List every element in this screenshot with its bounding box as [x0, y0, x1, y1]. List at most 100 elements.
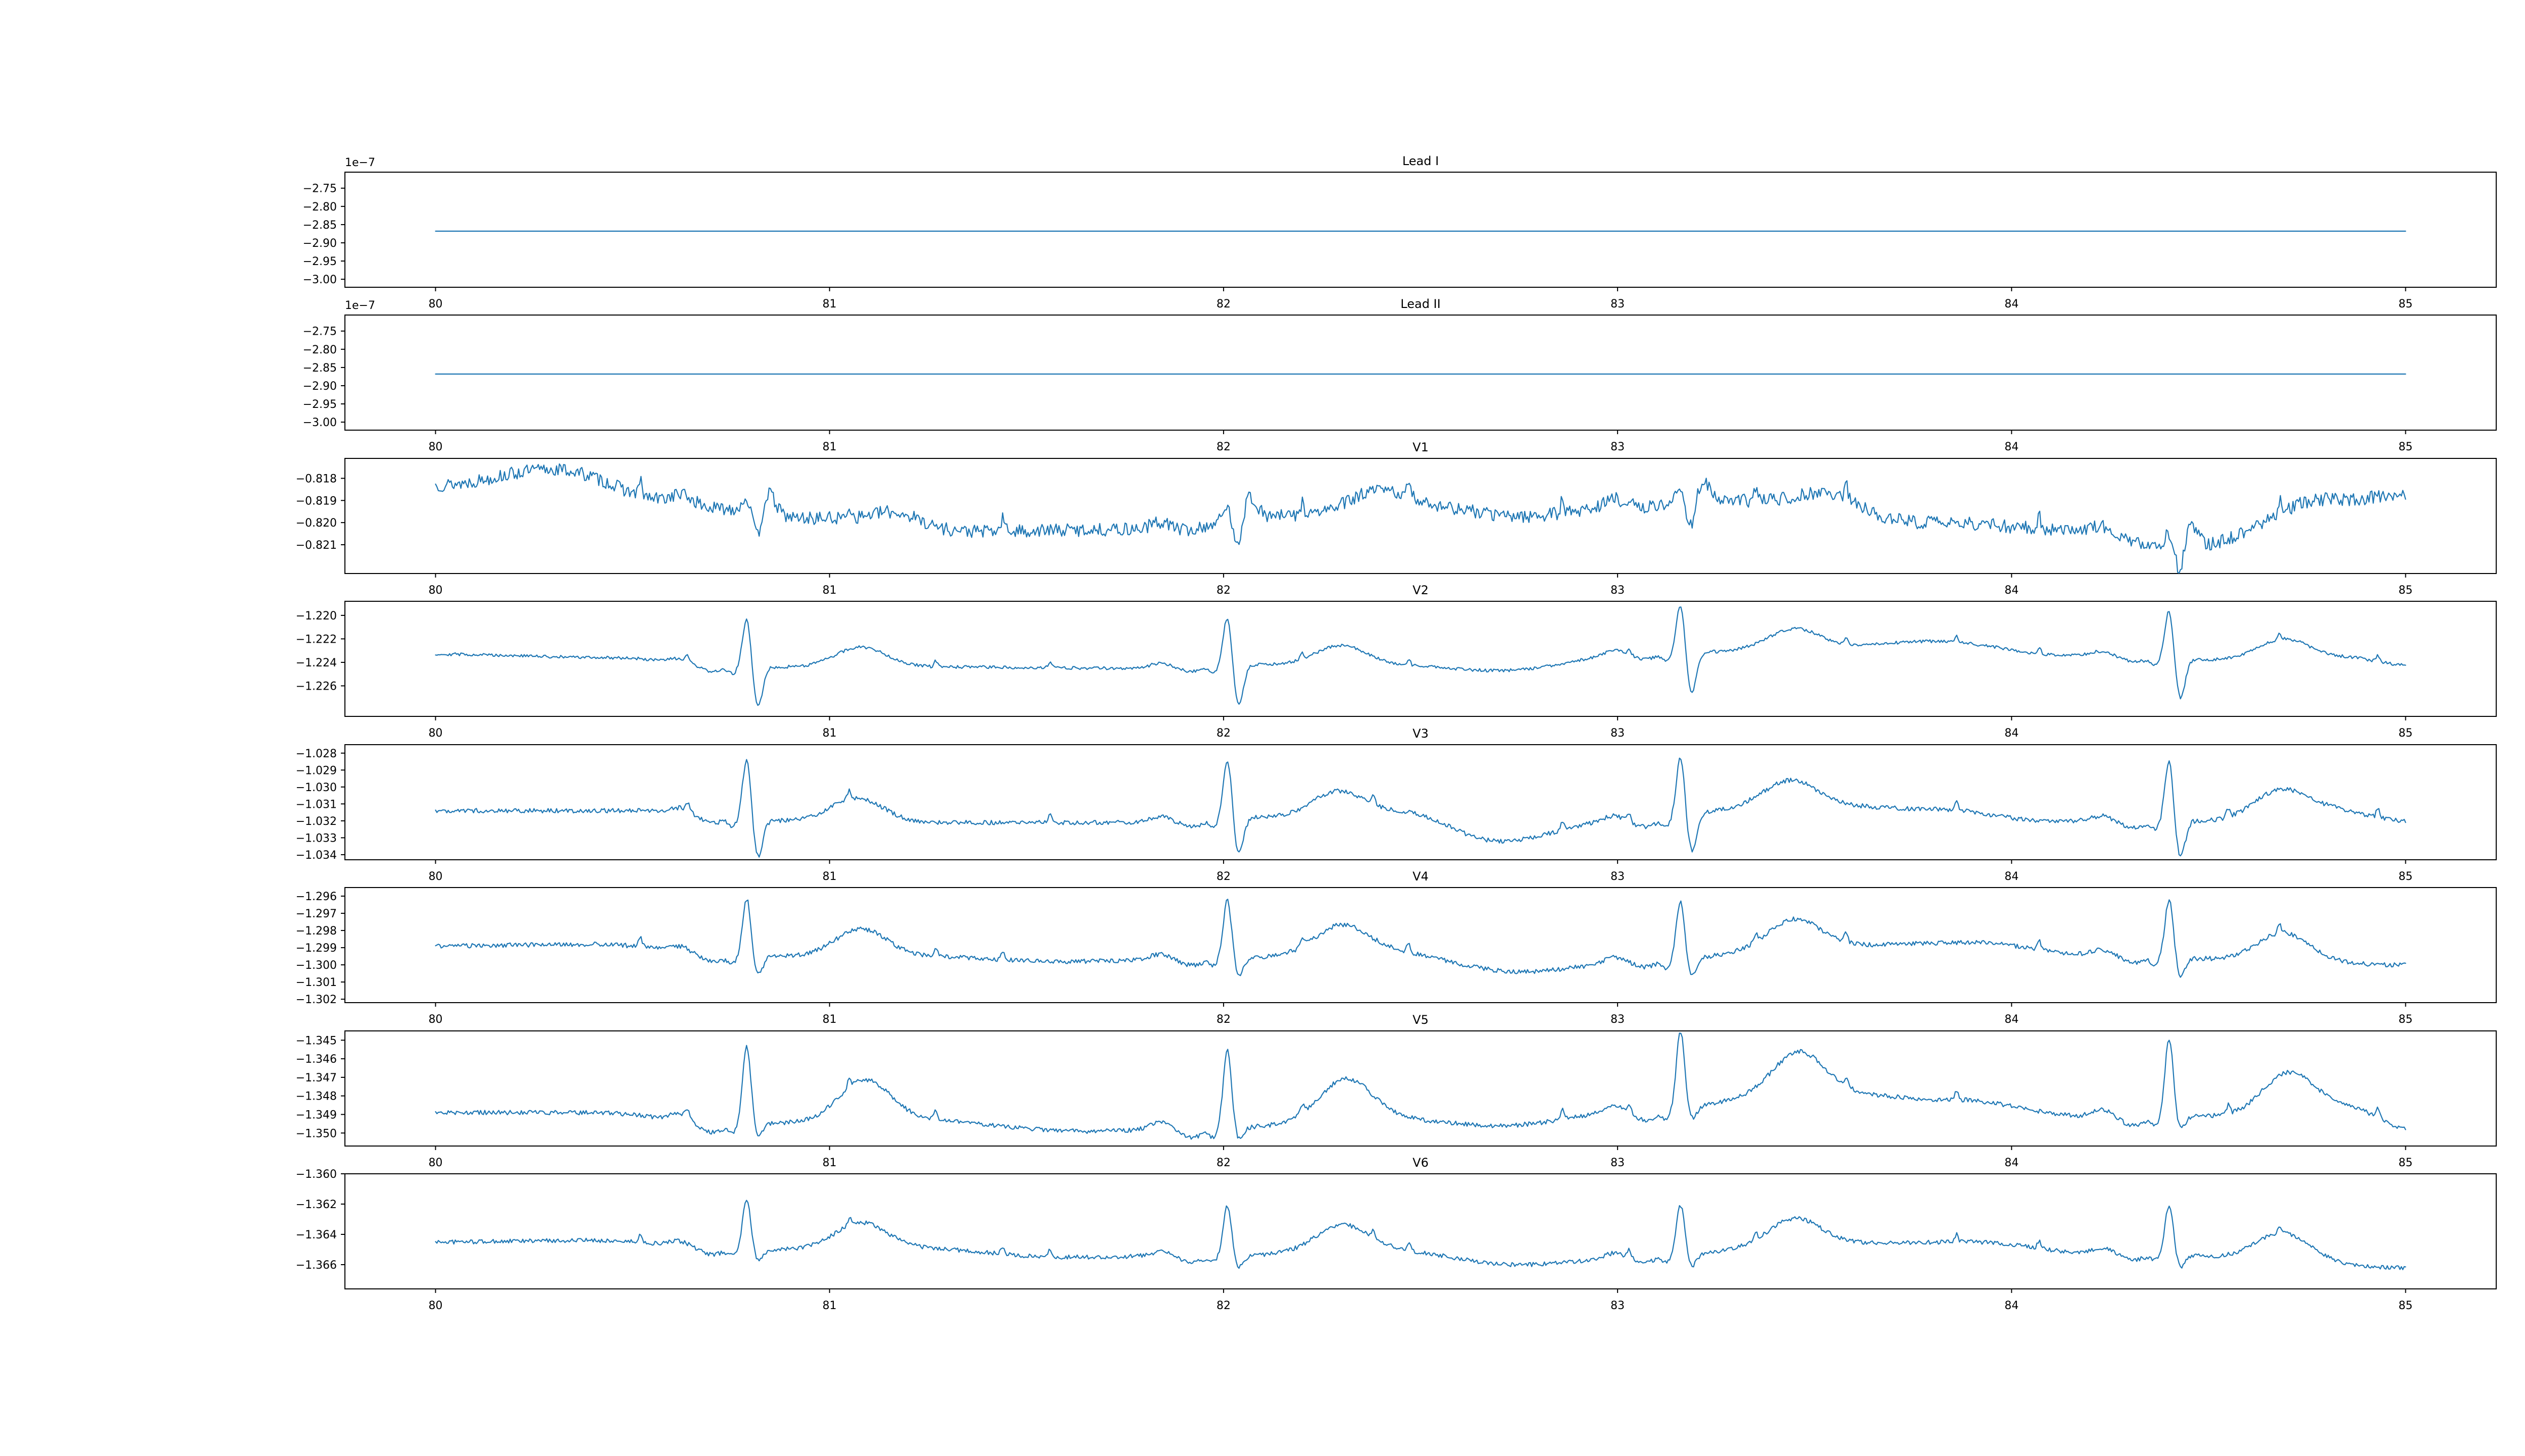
x-tick-label: 80 — [428, 727, 442, 740]
y-tick-label: −1.226 — [296, 681, 337, 693]
x-tick-label: 85 — [2399, 298, 2413, 310]
y-tick-label: −1.348 — [296, 1090, 337, 1103]
x-tick-label: 83 — [1610, 1013, 1625, 1026]
y-tick-label: −2.75 — [303, 183, 337, 195]
y-tick-label: −2.85 — [303, 219, 337, 232]
axes-box — [344, 887, 2497, 1003]
x-tick-label: 84 — [2004, 1299, 2018, 1312]
y-tick-label: −1.028 — [296, 748, 337, 760]
y-tick-label: −2.75 — [303, 326, 337, 338]
x-tick-label: 80 — [428, 1157, 442, 1169]
y-tick-label: −1.346 — [296, 1053, 337, 1066]
subplot-lead-i: Lead I 1e−7 −2.75 −2.80 −2.85 −2.90 −2.95 −3.00… — [303, 154, 2497, 310]
signal-trace-v2 — [435, 606, 2406, 706]
x-tick-label: 84 — [2004, 1157, 2018, 1169]
subplot-title-v1: V1 — [1412, 440, 1429, 454]
x-tick-label: 82 — [1217, 298, 1231, 310]
x-tick-label: 85 — [2399, 1013, 2413, 1026]
subplot-v5: V5 −1.345 −1.346 −1.347 −1.348 −1.349 −1.350 80… — [296, 1013, 2497, 1169]
y-tick-label: −0.820 — [296, 517, 337, 530]
y-tick-label: −1.347 — [296, 1072, 337, 1084]
axes-box — [344, 744, 2497, 860]
x-tick-label: 84 — [2004, 441, 2018, 453]
y-tick-label: −1.297 — [296, 908, 337, 920]
x-tick-label: 81 — [823, 1013, 837, 1026]
subplot-v2: V2 −1.220 −1.222 −1.224 −1.226 80 81 82 83 84 85 — [296, 583, 2497, 740]
y-tick-label: −1.033 — [296, 832, 337, 845]
x-tick-label: 81 — [823, 584, 837, 597]
y-tick-label: −1.296 — [296, 891, 337, 903]
y-tick-label: −1.360 — [296, 1168, 337, 1181]
y-tick-label: −1.032 — [296, 815, 337, 828]
x-tick-label: 83 — [1610, 870, 1625, 883]
subplot-title-v6: V6 — [1412, 1156, 1429, 1170]
x-tick-label: 80 — [428, 298, 442, 310]
x-tick-label: 81 — [823, 298, 837, 310]
signal-trace-v4 — [435, 899, 2406, 978]
x-tick-label: 85 — [2399, 584, 2413, 597]
signal-trace-v1 — [435, 463, 2406, 574]
x-tick-label: 80 — [428, 1013, 442, 1026]
y-tick-label: −0.818 — [296, 473, 337, 485]
subplot-title-lead-i: Lead I — [1402, 154, 1439, 168]
signal-trace-v6 — [435, 1200, 2406, 1270]
subplot-title-v2: V2 — [1412, 583, 1429, 597]
x-tick-label: 80 — [428, 870, 442, 883]
y-tick-label: −3.00 — [303, 417, 337, 429]
y-axis-offset-label: 1e−7 — [345, 299, 375, 312]
subplot-v1: V1 −0.818 −0.819 −0.820 −0.821 80 81 82 83 84 85 — [296, 440, 2497, 597]
x-tick-label: 82 — [1217, 1013, 1231, 1026]
signal-trace-v3 — [435, 757, 2406, 858]
y-tick-label: −1.222 — [296, 633, 337, 646]
x-tick-label: 84 — [2004, 1013, 2018, 1026]
y-tick-label: −1.366 — [296, 1259, 337, 1272]
subplot-lead-ii: Lead II 1e−7 −2.75 −2.80 −2.85 −2.90 −2.95 −3.0… — [303, 297, 2497, 453]
y-tick-label: −2.95 — [303, 255, 337, 268]
x-tick-label: 82 — [1217, 441, 1231, 453]
axes-box — [344, 601, 2497, 717]
x-tick-label: 85 — [2399, 441, 2413, 453]
x-tick-label: 84 — [2004, 727, 2018, 740]
subplot-title-v5: V5 — [1412, 1013, 1429, 1027]
x-tick-label: 82 — [1217, 870, 1231, 883]
y-tick-label: −1.302 — [296, 994, 337, 1006]
y-tick-label: −1.034 — [296, 849, 337, 862]
y-tick-label: −1.224 — [296, 657, 337, 669]
subplot-v4: V4 −1.296 −1.297 −1.298 −1.299 −1.300 −1.301 −1… — [296, 869, 2497, 1026]
x-tick-label: 81 — [823, 1299, 837, 1312]
y-tick-label: −2.95 — [303, 398, 337, 411]
y-tick-label: −0.821 — [296, 539, 337, 552]
y-tick-label: −1.301 — [296, 976, 337, 989]
y-tick-label: −1.362 — [296, 1199, 337, 1211]
x-tick-label: 84 — [2004, 870, 2018, 883]
x-tick-label: 83 — [1610, 1299, 1625, 1312]
y-tick-label: −1.029 — [296, 764, 337, 777]
subplot-title-lead-ii: Lead II — [1400, 297, 1440, 311]
axes-box — [344, 1030, 2497, 1147]
x-tick-label: 82 — [1217, 584, 1231, 597]
x-tick-label: 81 — [823, 727, 837, 740]
x-tick-label: 84 — [2004, 584, 2018, 597]
y-tick-label: −1.345 — [296, 1034, 337, 1047]
x-tick-label: 85 — [2399, 870, 2413, 883]
y-axis-offset-label: 1e−7 — [345, 157, 375, 169]
x-tick-label: 81 — [823, 1157, 837, 1169]
x-tick-label: 83 — [1610, 1157, 1625, 1169]
y-tick-label: −1.300 — [296, 959, 337, 972]
y-tick-label: −2.85 — [303, 362, 337, 375]
y-tick-label: −1.350 — [296, 1127, 337, 1140]
subplot-v3: V3 −1.028 −1.029 −1.030 −1.031 −1.032 −1.033 −1… — [296, 726, 2497, 883]
x-tick-label: 85 — [2399, 1299, 2413, 1312]
x-tick-label: 83 — [1610, 727, 1625, 740]
subplot-v6: V6 −1.360 −1.362 −1.364 −1.366 80 81 82 83 84 85 — [296, 1156, 2497, 1312]
y-tick-label: −0.819 — [296, 495, 337, 507]
x-tick-label: 81 — [823, 870, 837, 883]
x-tick-label: 82 — [1217, 727, 1231, 740]
x-tick-label: 80 — [428, 584, 442, 597]
y-tick-label: −1.364 — [296, 1229, 337, 1241]
axes-box — [344, 1173, 2497, 1289]
x-tick-label: 85 — [2399, 1157, 2413, 1169]
x-tick-label: 82 — [1217, 1299, 1231, 1312]
